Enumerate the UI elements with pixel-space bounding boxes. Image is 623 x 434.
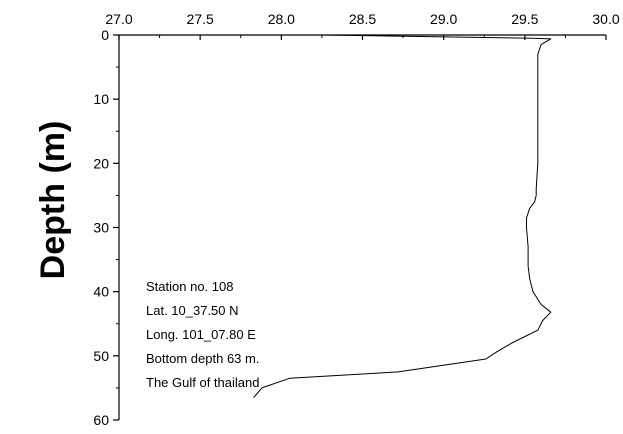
- y-tick-label: 60: [93, 412, 109, 428]
- x-tick-label: 30.0: [592, 11, 619, 27]
- annotation-latitude: Lat. 10_37.50 N: [146, 303, 239, 318]
- y-tick-label: 20: [93, 155, 109, 171]
- x-tick-label: 27.0: [105, 11, 132, 27]
- y-tick-label: 40: [93, 284, 109, 300]
- y-tick-label: 0: [101, 27, 109, 43]
- y-axis-label: Depth (m): [34, 121, 72, 280]
- x-tick-label: 29.5: [511, 11, 538, 27]
- y-tick-label: 30: [93, 220, 109, 236]
- temperature-profile-line: [253, 34, 552, 398]
- y-tick-label: 10: [93, 91, 109, 107]
- y-axis: 0 10 20 30 40 50 60: [93, 27, 120, 428]
- y-tick-label: 50: [93, 348, 109, 364]
- x-axis: 27.0 27.5 28.0 28.5 29.0 29.5 30.0: [105, 11, 620, 40]
- x-tick-label: 28.5: [349, 11, 376, 27]
- annotation-station: Station no. 108: [146, 279, 233, 294]
- annotation-bottom-depth: Bottom depth 63 m.: [146, 351, 259, 366]
- x-tick-label: 27.5: [187, 11, 214, 27]
- annotation-longitude: Long. 101_07.80 E: [146, 327, 256, 342]
- station-annotation: Station no. 108 Lat. 10_37.50 N Long. 10…: [146, 279, 259, 390]
- series-layer: [253, 34, 552, 398]
- x-tick-label: 28.0: [268, 11, 295, 27]
- x-tick-label: 29.0: [430, 11, 457, 27]
- annotation-location: The Gulf of thailand: [146, 375, 259, 390]
